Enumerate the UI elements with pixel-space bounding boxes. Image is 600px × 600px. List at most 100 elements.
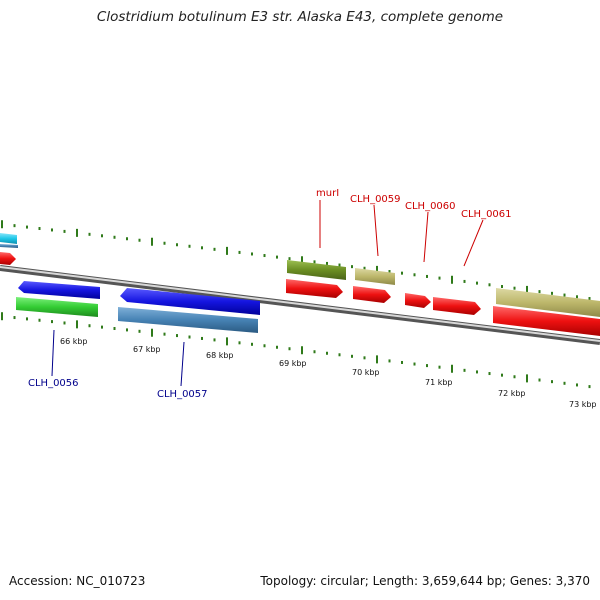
upper-tick-39 [488,283,491,287]
upper-tick-34 [426,274,428,278]
lower-tick-42 [526,374,528,383]
genome-backbone-highlight [0,266,600,342]
upper-tick-2 [26,225,28,229]
gene-clh-0060[interactable] [405,293,431,308]
tick-label-70: 70 kbp [352,368,380,377]
lower-tick-30 [376,355,378,364]
upper-tick-0 [1,220,3,229]
gene-red-2[interactable] [353,286,391,303]
upper-tick-47 [588,297,591,301]
lower-tick-4 [51,320,53,324]
upper-tick-43 [538,290,541,294]
lower-tick-18 [226,337,228,346]
lower-tick-1 [13,316,16,320]
lower-tick-46 [576,383,578,387]
gene-blue-large[interactable] [120,288,260,315]
label-clh-0060[interactable]: CLH_0060 [405,201,456,212]
lower-tick-39 [488,372,491,376]
lower-tick-45 [563,381,566,385]
lower-tick-3 [38,318,41,322]
lower-tick-25 [313,350,316,354]
upper-tick-38 [476,281,478,285]
upper-tick-3 [38,227,41,231]
upper-tick-21 [263,254,266,258]
lower-tick-24 [301,346,303,355]
upper-tick-7 [88,232,91,236]
upper-tick-26 [326,261,328,265]
lower-tick-41 [513,375,516,379]
lower-tick-12 [151,328,153,337]
lower-tick-23 [288,347,291,351]
upper-tick-5 [63,229,66,233]
upper-tick-40 [501,284,503,288]
gene-red-1[interactable] [286,279,343,298]
gene-clh-0061[interactable] [433,297,481,315]
lower-tick-44 [551,380,553,384]
lower-tick-33 [413,362,416,366]
upper-tick-27 [338,263,341,267]
lower-tick-36 [451,364,453,373]
upper-tick-33 [413,273,416,277]
upper-tick-44 [551,291,553,295]
upper-tick-track [1,220,591,301]
lower-tick-32 [401,360,403,364]
lower-tick-28 [351,354,353,358]
tick-label-69: 69 kbp [279,359,307,368]
label-clh-0061[interactable]: CLH_0061 [461,209,512,220]
callout-clh-0061 [463,219,484,267]
upper-tick-35 [438,276,441,280]
label-clh-0056[interactable]: CLH_0056 [28,378,79,389]
upper-tick-28 [351,265,353,269]
lower-tick-10 [126,328,128,332]
gene-clh-0056[interactable] [18,281,100,299]
lower-tick-40 [501,373,503,377]
upper-tick-4 [51,228,53,232]
lower-tick-17 [213,338,216,342]
gene-red-right[interactable] [493,306,600,336]
upper-tick-6 [76,228,78,237]
gene-clh-0057[interactable] [118,307,258,333]
lower-tick-0 [1,312,3,321]
label-clh-0059[interactable]: CLH_0059 [350,194,401,205]
gene-murI[interactable] [287,260,346,280]
lower-tick-29 [363,356,366,360]
label-clh-0057[interactable]: CLH_0057 [157,389,208,400]
upper-tick-16 [201,246,203,250]
label-murI[interactable]: murI [316,188,339,199]
lower-tick-20 [251,342,253,346]
lower-tick-26 [326,351,328,355]
tick-label-73: 73 kbp [569,400,597,409]
gene-edge-steel [0,244,18,248]
gene-clh-0059[interactable] [355,268,395,285]
callout-clh-0056 [51,329,55,377]
upper-tick-18 [226,246,228,255]
lower-tick-38 [476,370,478,374]
upper-tick-41 [513,286,516,290]
gene-green[interactable] [16,297,98,317]
callout-clh-0060 [423,211,429,263]
lower-tick-43 [538,378,541,382]
upper-tick-12 [151,237,153,246]
gene-edge-cyan [0,233,17,244]
lower-tick-47 [588,385,591,389]
upper-tick-25 [313,260,316,264]
upper-tick-1 [13,224,16,228]
upper-tick-45 [563,293,566,297]
genome-summary-text: Topology: circular; Length: 3,659,644 bp… [260,574,590,588]
lower-tick-9 [113,327,116,331]
gene-edge-red [0,252,16,265]
tick-label-71: 71 kbp [425,378,453,387]
lower-tick-31 [388,359,391,363]
upper-tick-10 [126,237,128,241]
upper-tick-8 [101,234,103,238]
gene-khaki-right[interactable] [496,288,600,317]
tick-label-68: 68 kbp [206,351,234,360]
tick-label-72: 72 kbp [498,389,526,398]
lower-tick-16 [201,336,203,340]
lower-tick-19 [238,341,241,345]
lower-tick-8 [101,325,103,329]
upper-tick-46 [576,295,578,299]
upper-tick-23 [288,257,291,261]
upper-tick-24 [301,256,303,265]
